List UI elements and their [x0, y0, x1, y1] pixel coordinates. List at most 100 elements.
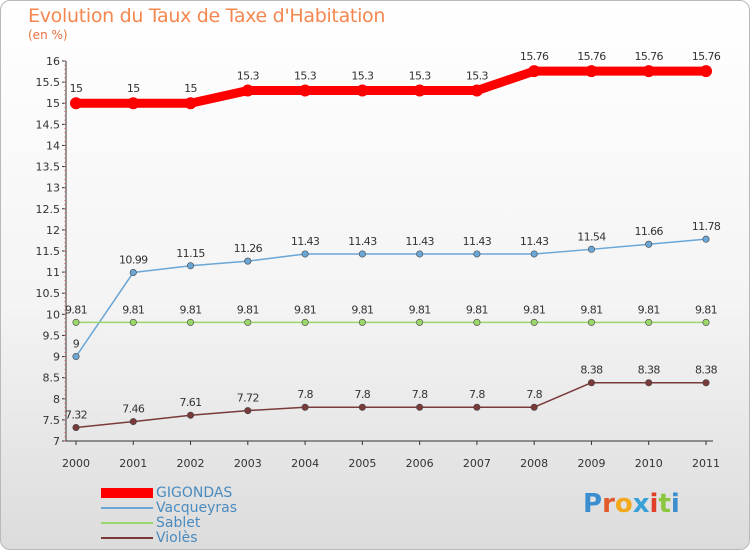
data-label: 9.81: [179, 303, 201, 316]
data-point: [587, 379, 595, 387]
data-point: [473, 403, 481, 411]
data-label: 15.3: [294, 70, 317, 83]
legend-swatch: [101, 507, 153, 509]
data-label: 7.61: [179, 396, 201, 409]
data-point: [642, 65, 655, 78]
data-label: 7.8: [526, 388, 542, 401]
y-tick-label: 10.5: [36, 287, 61, 300]
data-point: [241, 84, 254, 97]
data-point: [645, 240, 653, 248]
data-label: 15.76: [520, 50, 549, 63]
data-label: 15.3: [351, 70, 374, 83]
series-line-violès: [75, 381, 706, 429]
data-label: 11.15: [176, 247, 205, 260]
data-point: [184, 97, 197, 110]
data-point: [244, 257, 252, 265]
x-tick-label: 2003: [234, 457, 262, 470]
data-point: [356, 84, 369, 97]
legend-label: GIGONDAS: [156, 485, 233, 501]
y-tick-label: 12: [46, 224, 60, 237]
legend-item: Sablet: [101, 515, 321, 533]
data-point: [416, 403, 424, 411]
data-label: 15: [184, 82, 197, 95]
data-label: 7.46: [122, 403, 145, 416]
legend-label: Sablet: [156, 515, 201, 531]
data-label: 11.78: [692, 220, 721, 233]
data-label: 9.81: [237, 303, 259, 316]
data-label: 7.8: [297, 388, 313, 401]
data-point: [416, 318, 424, 326]
data-point: [72, 353, 80, 361]
data-point: [587, 318, 595, 326]
data-point: [301, 318, 309, 326]
y-tick-label: 7.5: [43, 414, 61, 427]
data-point: [416, 250, 424, 258]
legend-item: Vacqueyras: [101, 500, 321, 518]
data-point: [187, 262, 195, 270]
data-point: [129, 418, 137, 426]
data-label: 11.43: [520, 235, 549, 248]
y-tick-label: 7: [53, 435, 60, 448]
data-label: 11.54: [577, 230, 606, 243]
legend-swatch: [101, 537, 153, 539]
data-label: 8.38: [695, 364, 718, 377]
data-label: 15: [70, 82, 83, 95]
data-label: 9.81: [580, 303, 602, 316]
data-point: [530, 250, 538, 258]
logo-letter: P: [583, 489, 603, 519]
y-tick-label: 9.5: [43, 329, 61, 342]
data-label: 15: [127, 82, 140, 95]
data-label: 7.32: [65, 408, 87, 421]
data-point: [72, 318, 80, 326]
x-tick-label: 2005: [348, 457, 376, 470]
data-label: 15.3: [237, 70, 260, 83]
data-point: [700, 65, 712, 78]
legend-swatch: [101, 522, 153, 524]
y-tick-label: 10: [46, 308, 60, 321]
logo-letter: x: [632, 489, 650, 519]
data-label: 7.72: [237, 392, 259, 405]
data-point: [585, 65, 598, 78]
data-point: [530, 318, 538, 326]
data-point: [301, 403, 309, 411]
data-point: [129, 269, 137, 277]
data-point: [473, 250, 481, 258]
y-tick-label: 9: [53, 351, 60, 364]
data-label: 8.38: [580, 364, 603, 377]
data-label: 11.43: [291, 235, 320, 248]
data-label: 9.81: [409, 303, 431, 316]
data-label: 11.26: [234, 242, 263, 255]
data-label: 10.99: [119, 254, 148, 267]
logo-letter: t: [658, 489, 671, 519]
x-tick-label: 2008: [520, 457, 548, 470]
data-point: [187, 318, 195, 326]
data-point: [358, 250, 366, 258]
data-point: [129, 318, 137, 326]
data-point: [473, 318, 481, 326]
data-point: [530, 403, 538, 411]
data-label: 7.8: [469, 388, 485, 401]
data-point: [587, 245, 595, 253]
data-point: [702, 318, 710, 326]
y-tick-label: 11.5: [36, 245, 61, 258]
data-label: 9.81: [351, 303, 373, 316]
data-point: [244, 407, 252, 415]
data-label: 15.76: [634, 50, 663, 63]
data-point: [470, 84, 483, 97]
x-tick-label: 2010: [635, 457, 663, 470]
y-tick-label: 12.5: [36, 203, 61, 216]
data-label: 15.3: [466, 70, 489, 83]
logo-letter: r: [602, 489, 615, 519]
data-point: [645, 379, 653, 387]
data-label: 9.81: [65, 303, 87, 316]
legend-swatch: [101, 488, 153, 498]
legend-label: Vacqueyras: [156, 500, 238, 516]
data-label: 9: [73, 338, 80, 351]
legend-item: GIGONDAS: [101, 485, 321, 503]
proxiti-logo: Proxiti: [583, 489, 680, 519]
chart-unit-label: (en %): [28, 28, 68, 42]
data-point: [301, 250, 309, 258]
data-point: [299, 84, 312, 97]
legend-label: Violès: [156, 530, 198, 546]
